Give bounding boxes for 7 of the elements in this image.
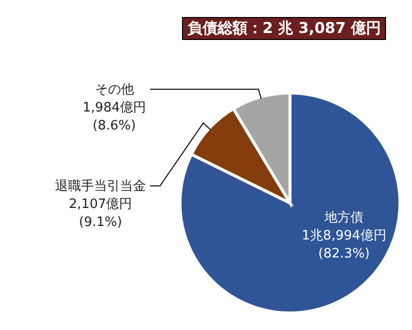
data-label: 1兆8,994億円 (82.3%): [302, 228, 386, 262]
data-label: 1,984億円 (8.6%): [82, 100, 146, 134]
slice-label: 地方債: [324, 210, 364, 226]
data-label: 2,107億円 (9.1%): [68, 196, 132, 230]
slice-label: 退職手当引当金: [55, 178, 146, 194]
slice-label: その他: [94, 82, 134, 98]
chart-title: 負債総額：2 兆 3,087 億円: [182, 17, 386, 40]
